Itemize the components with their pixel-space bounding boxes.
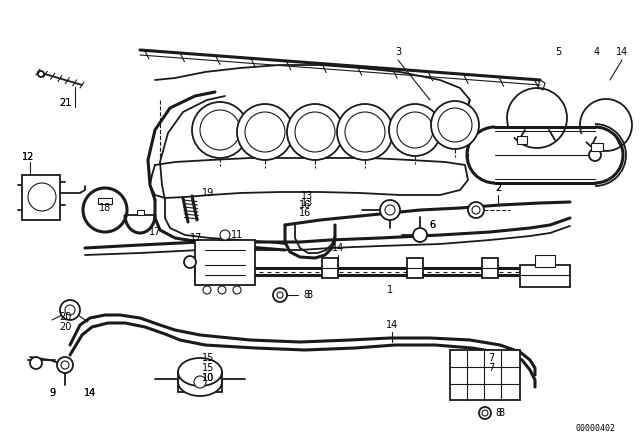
Text: 8: 8: [498, 408, 504, 418]
Circle shape: [220, 230, 230, 240]
Circle shape: [295, 112, 335, 152]
Circle shape: [61, 361, 69, 369]
Text: 7: 7: [488, 353, 494, 363]
Bar: [591, 143, 603, 151]
Text: 11: 11: [231, 230, 243, 240]
Text: 13: 13: [301, 198, 313, 208]
Text: 20: 20: [59, 312, 71, 322]
Circle shape: [203, 286, 211, 294]
Circle shape: [397, 112, 433, 148]
Circle shape: [385, 205, 395, 215]
Circle shape: [479, 407, 491, 419]
Text: 19: 19: [202, 188, 214, 198]
Text: 16: 16: [299, 200, 311, 210]
Text: 18: 18: [99, 203, 111, 213]
Circle shape: [57, 357, 73, 373]
Text: 10: 10: [202, 373, 214, 383]
Text: 5: 5: [555, 47, 561, 57]
Text: 21: 21: [59, 98, 71, 108]
Bar: [482, 258, 498, 278]
Text: 6: 6: [429, 220, 435, 230]
Circle shape: [482, 410, 488, 416]
Circle shape: [233, 286, 241, 294]
Circle shape: [245, 112, 285, 152]
Text: 14: 14: [386, 320, 398, 330]
Text: 00000402: 00000402: [575, 423, 615, 432]
Text: 3: 3: [395, 47, 401, 57]
Text: 7: 7: [488, 363, 494, 373]
Bar: [520, 265, 570, 287]
Bar: [137, 210, 144, 215]
Bar: [322, 258, 338, 278]
Text: 8: 8: [495, 408, 501, 418]
Text: 14: 14: [616, 47, 628, 57]
Circle shape: [200, 110, 240, 150]
Text: 8: 8: [303, 290, 309, 300]
Ellipse shape: [178, 368, 222, 396]
Circle shape: [30, 357, 42, 369]
Text: 14: 14: [84, 388, 96, 398]
Circle shape: [472, 206, 480, 214]
Text: 2: 2: [495, 183, 501, 193]
Ellipse shape: [178, 358, 222, 386]
Text: 8: 8: [306, 290, 312, 300]
Text: 6: 6: [429, 220, 435, 230]
Text: 20: 20: [59, 322, 71, 332]
Text: 13: 13: [301, 191, 313, 201]
Circle shape: [337, 104, 393, 160]
Circle shape: [389, 104, 441, 156]
Text: 10: 10: [202, 373, 214, 383]
Text: 1: 1: [387, 285, 393, 295]
Bar: [98, 198, 112, 204]
Text: 12: 12: [22, 152, 34, 162]
Circle shape: [287, 104, 343, 160]
Circle shape: [194, 376, 206, 388]
Text: 14: 14: [84, 388, 96, 398]
Circle shape: [192, 102, 248, 158]
Bar: [195, 240, 255, 285]
Bar: [178, 372, 222, 392]
Circle shape: [438, 108, 472, 142]
Text: 21: 21: [59, 98, 71, 108]
Text: 14: 14: [332, 243, 344, 253]
Text: 9: 9: [49, 388, 55, 398]
Text: 4: 4: [594, 47, 600, 57]
Bar: [517, 136, 527, 144]
Text: 12: 12: [22, 152, 34, 162]
Circle shape: [237, 104, 293, 160]
Bar: [407, 258, 423, 278]
Text: 17: 17: [149, 227, 161, 237]
Text: 2: 2: [495, 183, 501, 193]
Text: 16: 16: [299, 208, 311, 218]
Circle shape: [38, 71, 44, 77]
Circle shape: [277, 292, 283, 298]
Bar: [535, 255, 555, 267]
Circle shape: [218, 286, 226, 294]
Circle shape: [431, 101, 479, 149]
Bar: [450, 350, 520, 400]
Text: 15: 15: [202, 363, 214, 373]
Circle shape: [468, 202, 484, 218]
Bar: [22, 175, 60, 220]
Circle shape: [60, 300, 80, 320]
Circle shape: [273, 288, 287, 302]
Circle shape: [65, 305, 75, 315]
Text: 9: 9: [49, 388, 55, 398]
Circle shape: [345, 112, 385, 152]
Circle shape: [413, 228, 427, 242]
Circle shape: [184, 256, 196, 268]
Circle shape: [380, 200, 400, 220]
Text: 17: 17: [190, 233, 202, 243]
Text: 15: 15: [202, 353, 214, 363]
Circle shape: [589, 149, 601, 161]
